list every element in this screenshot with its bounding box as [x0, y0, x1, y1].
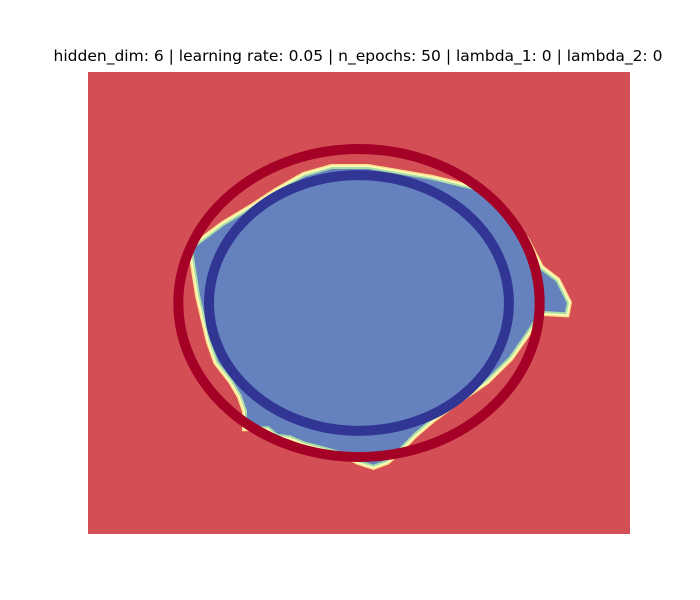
plot-area: [88, 72, 630, 534]
chart-title: hidden_dim: 6 | learning rate: 0.05 | n_…: [53, 47, 663, 65]
decision-region-inner-class: [192, 169, 567, 465]
inner-circle: [204, 170, 514, 436]
outer-circle: [173, 144, 545, 462]
